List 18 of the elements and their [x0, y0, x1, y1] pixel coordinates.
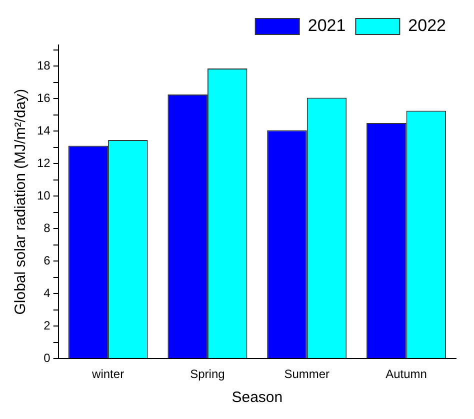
y-tick-label: 6: [44, 253, 51, 268]
y-tick-label: 4: [44, 286, 51, 300]
x-tick-label: Summer: [284, 367, 330, 382]
legend-label: 2022: [408, 16, 446, 36]
y-tick-label: 8: [44, 220, 51, 235]
y-tick-label: 10: [36, 188, 51, 202]
x-tick-label: Autumn: [386, 367, 427, 382]
x-tick-label: Spring: [190, 367, 225, 382]
legend-label: 2021: [308, 16, 346, 36]
y-tick-label: 16: [36, 90, 51, 105]
x-axis-title: Season: [232, 389, 283, 406]
y-tick-label: 18: [36, 58, 51, 72]
y-tick-label: 12: [36, 156, 51, 170]
y-axis-title: Global solar radiation (MJ/m²/day): [12, 88, 30, 315]
y-tick-label: 0: [44, 350, 51, 365]
y-tick-label: 2: [44, 318, 51, 332]
y-tick-label: 14: [36, 123, 51, 138]
x-tick-label: winter: [91, 367, 124, 382]
